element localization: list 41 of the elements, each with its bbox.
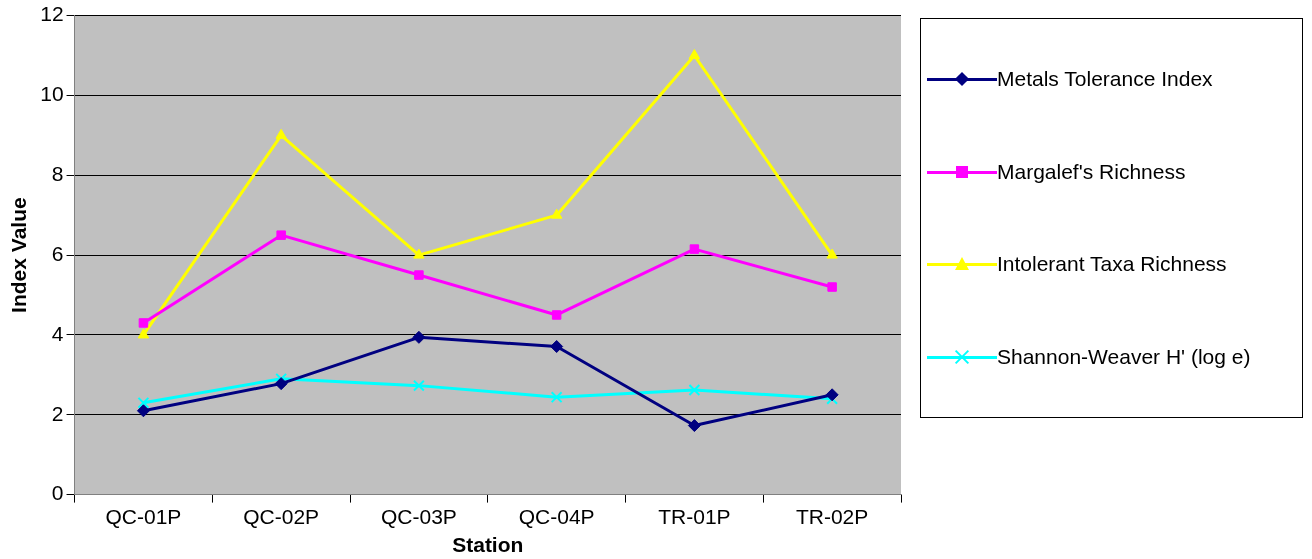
y-tick-label: 0 bbox=[51, 481, 64, 505]
y-axis-title: Index Value bbox=[7, 197, 31, 313]
point bbox=[687, 419, 701, 433]
point bbox=[413, 248, 425, 259]
legend-label: Metals Tolerance Index bbox=[997, 67, 1213, 92]
legend-label: Margalef's Richness bbox=[997, 159, 1186, 184]
point bbox=[276, 230, 286, 240]
point bbox=[689, 244, 700, 254]
x-tick-label: QC-02P bbox=[243, 505, 320, 528]
point bbox=[550, 340, 564, 354]
point bbox=[412, 330, 426, 344]
point bbox=[826, 248, 838, 259]
point bbox=[827, 282, 837, 292]
x-tick-label: QC-04P bbox=[518, 505, 595, 528]
point bbox=[275, 128, 287, 139]
point bbox=[412, 379, 425, 392]
legend-label: Intolerant Taxa Richness bbox=[997, 252, 1227, 277]
x-tick-label: TR-01P bbox=[658, 505, 731, 528]
x-tick-label: QC-01P bbox=[105, 505, 182, 528]
point bbox=[137, 328, 150, 339]
y-tick-label: 8 bbox=[51, 162, 64, 186]
point bbox=[550, 208, 563, 219]
point bbox=[551, 310, 562, 320]
point bbox=[414, 270, 424, 280]
point bbox=[688, 384, 701, 396]
point bbox=[550, 391, 563, 404]
x-tick-label: TR-02P bbox=[795, 505, 869, 528]
point bbox=[136, 404, 150, 418]
y-tick-label: 6 bbox=[51, 241, 64, 265]
x-axis-title: Station bbox=[452, 533, 524, 557]
y-tick-label: 12 bbox=[40, 2, 64, 26]
x-tick-label: QC-03P bbox=[380, 505, 457, 528]
y-tick-label: 10 bbox=[40, 82, 64, 106]
legend-label: Shannon-Weaver H' (log e) bbox=[997, 344, 1251, 369]
y-tick-label: 4 bbox=[51, 321, 64, 345]
point bbox=[688, 49, 701, 60]
point bbox=[137, 396, 150, 409]
point bbox=[825, 388, 839, 402]
point bbox=[274, 377, 288, 391]
y-tick-label: 2 bbox=[51, 401, 64, 425]
point bbox=[138, 318, 149, 328]
